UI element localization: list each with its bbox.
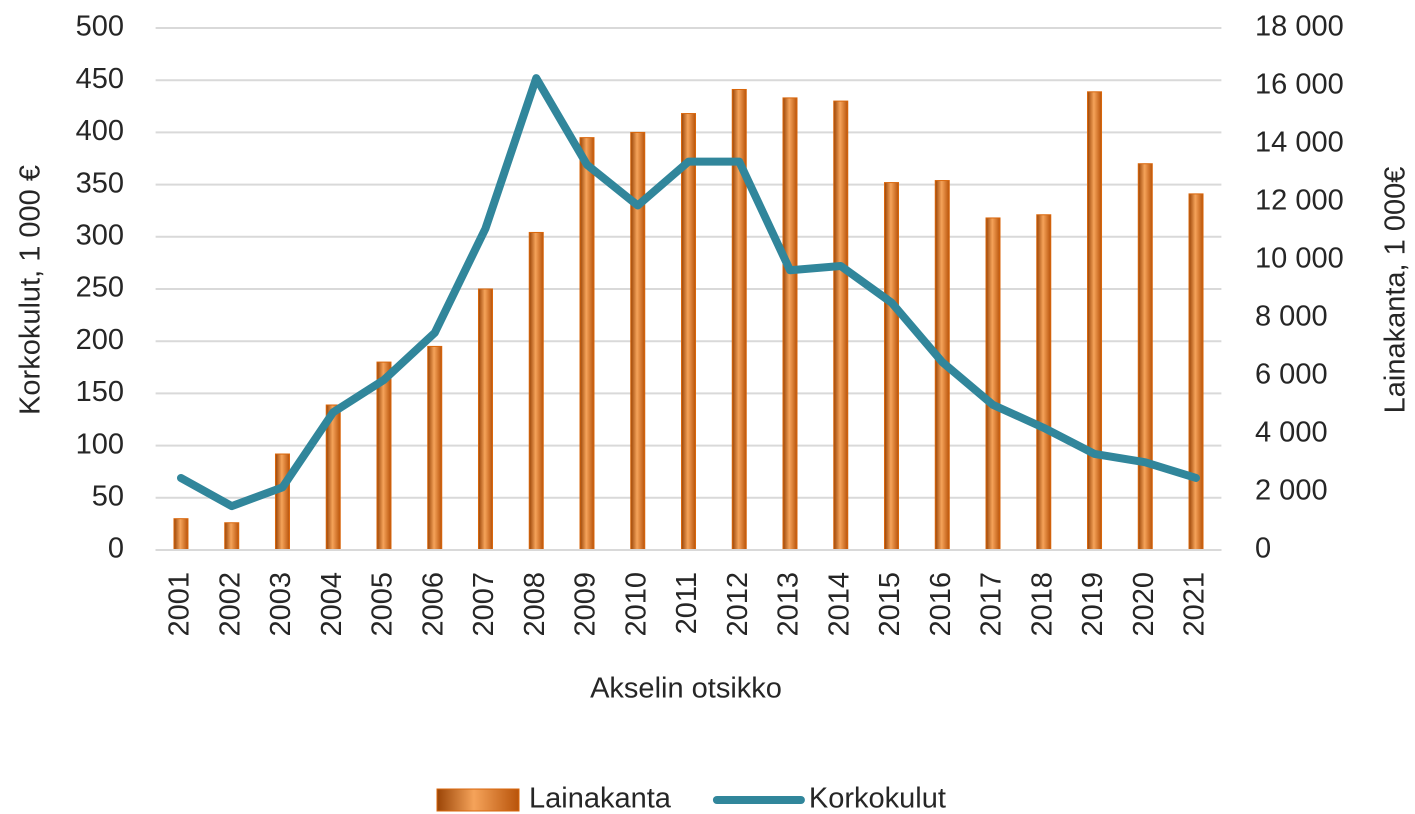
x-tick-label: 2016 bbox=[925, 572, 957, 637]
y2-tick-label: 6 000 bbox=[1255, 359, 1328, 391]
x-tick-label: 2014 bbox=[823, 572, 855, 637]
x-tick-label: 2021 bbox=[1179, 572, 1211, 637]
legend-label: Lainakanta bbox=[529, 783, 672, 814]
x-tick-label: 2007 bbox=[468, 572, 500, 637]
x-tick-label: 2020 bbox=[1128, 572, 1160, 637]
x-tick-label: 2008 bbox=[519, 572, 551, 637]
y-tick-label: 350 bbox=[76, 167, 124, 199]
bar bbox=[884, 182, 900, 551]
y-tick-label: 100 bbox=[76, 428, 124, 460]
bar bbox=[681, 113, 696, 551]
bar bbox=[833, 100, 849, 551]
x-tick-label: 2011 bbox=[671, 572, 703, 634]
x-tick-label: 2009 bbox=[570, 572, 602, 637]
y-axis-title: Korkokulut, 1 000 € bbox=[15, 165, 47, 415]
x-tick-label: 2001 bbox=[164, 572, 196, 637]
x-tick-label: 2005 bbox=[367, 572, 399, 637]
y-tick-label: 50 bbox=[92, 480, 124, 512]
x-tick-label: 2003 bbox=[265, 572, 297, 637]
y-tick-label: 500 bbox=[76, 11, 124, 43]
bar bbox=[224, 522, 240, 551]
y2-tick-label: 0 bbox=[1255, 533, 1271, 565]
bar bbox=[173, 518, 189, 551]
y2-tick-label: 12 000 bbox=[1255, 185, 1344, 217]
x-tick-label: 2017 bbox=[976, 572, 1008, 637]
y2-tick-label: 4 000 bbox=[1255, 417, 1328, 449]
x-tick-label: 2013 bbox=[773, 572, 805, 637]
x-tick-label: 2015 bbox=[874, 572, 906, 637]
bar bbox=[376, 361, 392, 551]
legend-label: Korkokulut bbox=[809, 783, 946, 814]
y2-tick-label: 10 000 bbox=[1255, 243, 1344, 275]
x-tick-label: 2019 bbox=[1077, 572, 1109, 637]
y2-tick-label: 18 000 bbox=[1255, 11, 1344, 43]
y-tick-label: 150 bbox=[76, 376, 124, 408]
y-tick-label: 250 bbox=[76, 272, 124, 304]
bar bbox=[985, 217, 1001, 551]
bar bbox=[782, 97, 798, 551]
y2-tick-label: 2 000 bbox=[1255, 475, 1328, 507]
bar bbox=[1137, 163, 1153, 551]
y-tick-label: 400 bbox=[76, 115, 124, 147]
bar bbox=[579, 137, 595, 551]
bar bbox=[427, 345, 443, 551]
y2-tick-label: 14 000 bbox=[1255, 127, 1344, 159]
legend-swatch bbox=[436, 788, 520, 812]
bar bbox=[630, 131, 646, 551]
bar bbox=[1036, 214, 1052, 551]
x-tick-label: 2006 bbox=[417, 572, 449, 637]
line bbox=[176, 74, 1201, 511]
x-tick-label: 2010 bbox=[620, 572, 652, 637]
x-axis-title: Akselin otsikko bbox=[590, 673, 782, 705]
bar bbox=[528, 231, 544, 551]
x-tick-label: 2002 bbox=[214, 572, 246, 637]
bar bbox=[1188, 193, 1204, 551]
bar bbox=[274, 453, 290, 551]
y2-tick-label: 8 000 bbox=[1255, 301, 1328, 333]
bar bbox=[325, 404, 341, 551]
y-tick-label: 300 bbox=[76, 219, 124, 251]
y-tick-label: 450 bbox=[76, 63, 124, 95]
y2-tick-label: 16 000 bbox=[1255, 69, 1344, 101]
y-tick-label: 200 bbox=[76, 324, 124, 356]
x-tick-label: 2018 bbox=[1026, 572, 1058, 637]
y-tick-label: 0 bbox=[108, 533, 124, 565]
bar bbox=[1087, 91, 1103, 551]
x-tick-label: 2004 bbox=[316, 572, 348, 637]
y2-axis-title: Lainakanta, 1 000€ bbox=[1380, 167, 1412, 414]
bar bbox=[477, 288, 493, 551]
x-tick-label: 2012 bbox=[722, 572, 754, 637]
